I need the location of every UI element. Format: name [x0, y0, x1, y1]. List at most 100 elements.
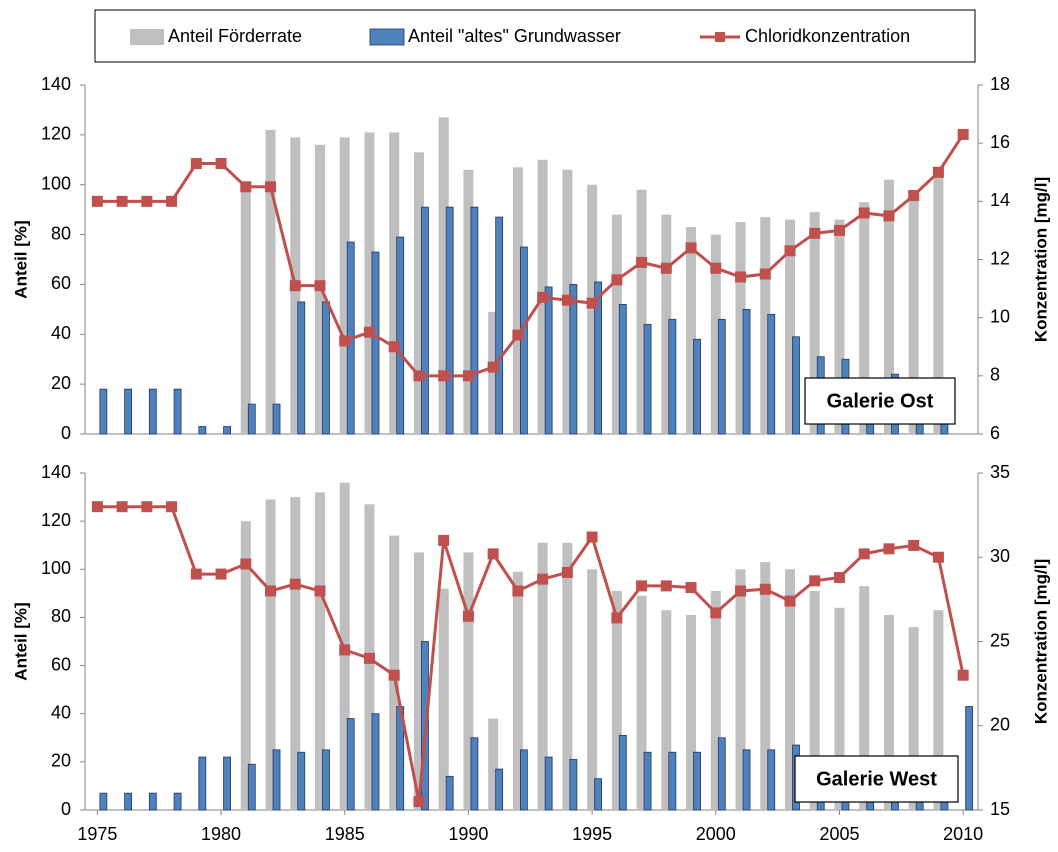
line-marker — [141, 501, 153, 513]
line-marker — [462, 610, 474, 622]
bar — [643, 751, 652, 811]
line-marker — [809, 575, 821, 587]
line-marker — [116, 501, 128, 513]
y-tick-label: 80 — [51, 606, 71, 626]
bar — [883, 179, 894, 434]
y2-axis-title: Konzentration [mg/l] — [1031, 177, 1050, 342]
x-tick-label: 2005 — [819, 824, 859, 844]
line-marker — [932, 166, 944, 178]
bar — [198, 426, 207, 435]
y2-tick-label: 35 — [990, 462, 1010, 482]
bar — [413, 152, 424, 435]
bar — [297, 301, 306, 435]
bar — [636, 595, 647, 810]
bar — [661, 610, 672, 810]
bar — [587, 184, 598, 434]
annotation-box — [794, 755, 959, 803]
line-marker — [438, 534, 450, 546]
annotation: Galerie Ost — [827, 390, 934, 412]
x-tick-label: 1985 — [325, 824, 365, 844]
bar — [223, 756, 231, 811]
bar — [544, 286, 553, 435]
bar — [463, 169, 474, 434]
bar — [668, 318, 677, 435]
x-tick-label: 1980 — [201, 824, 241, 844]
bar — [421, 206, 429, 435]
line-marker — [908, 190, 920, 202]
line-marker — [289, 578, 301, 590]
bar — [686, 227, 697, 434]
bar — [265, 499, 276, 810]
x-tick-label: 1990 — [448, 824, 488, 844]
bar — [742, 749, 751, 811]
bar — [859, 202, 870, 434]
line-marker — [586, 297, 598, 309]
y-axis-title: Anteil [%] — [11, 602, 30, 680]
bar — [463, 552, 474, 810]
bar — [512, 571, 523, 810]
bar — [686, 615, 697, 810]
bar — [933, 177, 944, 434]
line-marker — [388, 669, 400, 681]
y-tick-label: 80 — [51, 223, 71, 243]
y-tick-label: 0 — [61, 423, 71, 443]
line-marker — [908, 539, 920, 551]
line-marker — [809, 227, 821, 239]
line-marker — [363, 652, 375, 664]
y2-axis-title: Konzentration [mg/l] — [1031, 559, 1050, 724]
bar — [569, 759, 578, 811]
line-marker — [363, 326, 375, 338]
line-marker — [240, 558, 252, 570]
bar — [124, 792, 133, 811]
bar — [668, 751, 677, 811]
line-marker — [611, 274, 623, 286]
bar — [908, 627, 919, 810]
annotation-box — [804, 377, 956, 425]
bar — [223, 426, 231, 435]
bar — [371, 713, 380, 811]
bar — [322, 749, 330, 811]
line-marker — [215, 568, 227, 580]
y2-tick-label: 20 — [990, 715, 1010, 735]
bar — [173, 388, 182, 435]
bar — [792, 336, 800, 435]
bar — [710, 234, 721, 434]
y2-tick-label: 25 — [990, 630, 1010, 650]
bar — [760, 562, 771, 810]
line-marker — [858, 207, 870, 219]
line-marker — [957, 128, 969, 140]
bar — [339, 137, 350, 434]
line-marker — [784, 595, 796, 607]
line-marker — [190, 158, 202, 170]
line-marker — [561, 294, 573, 306]
y2-tick-label: 10 — [990, 306, 1010, 326]
y2-tick-label: 15 — [990, 799, 1010, 819]
line-marker — [685, 242, 697, 254]
y-tick-label: 140 — [41, 462, 71, 482]
bar — [272, 749, 281, 811]
line-marker — [883, 210, 895, 222]
line-marker — [660, 262, 672, 274]
bar — [908, 192, 919, 434]
line-marker — [166, 501, 178, 513]
line-marker — [413, 370, 425, 382]
bar — [247, 403, 256, 435]
bar — [965, 706, 974, 811]
bar — [389, 132, 400, 434]
bar — [364, 132, 375, 434]
bar — [562, 542, 573, 810]
line-marker — [339, 335, 351, 347]
y-tick-label: 60 — [51, 273, 71, 293]
line-marker — [685, 582, 697, 594]
y-tick-label: 120 — [41, 510, 71, 530]
line-marker — [957, 669, 969, 681]
line-marker — [833, 571, 845, 583]
line-marker — [586, 531, 598, 543]
line-marker — [190, 568, 202, 580]
line-marker — [636, 256, 648, 268]
line-marker — [240, 181, 252, 193]
bar — [883, 615, 894, 810]
line-marker — [265, 181, 277, 193]
bar — [785, 219, 795, 434]
